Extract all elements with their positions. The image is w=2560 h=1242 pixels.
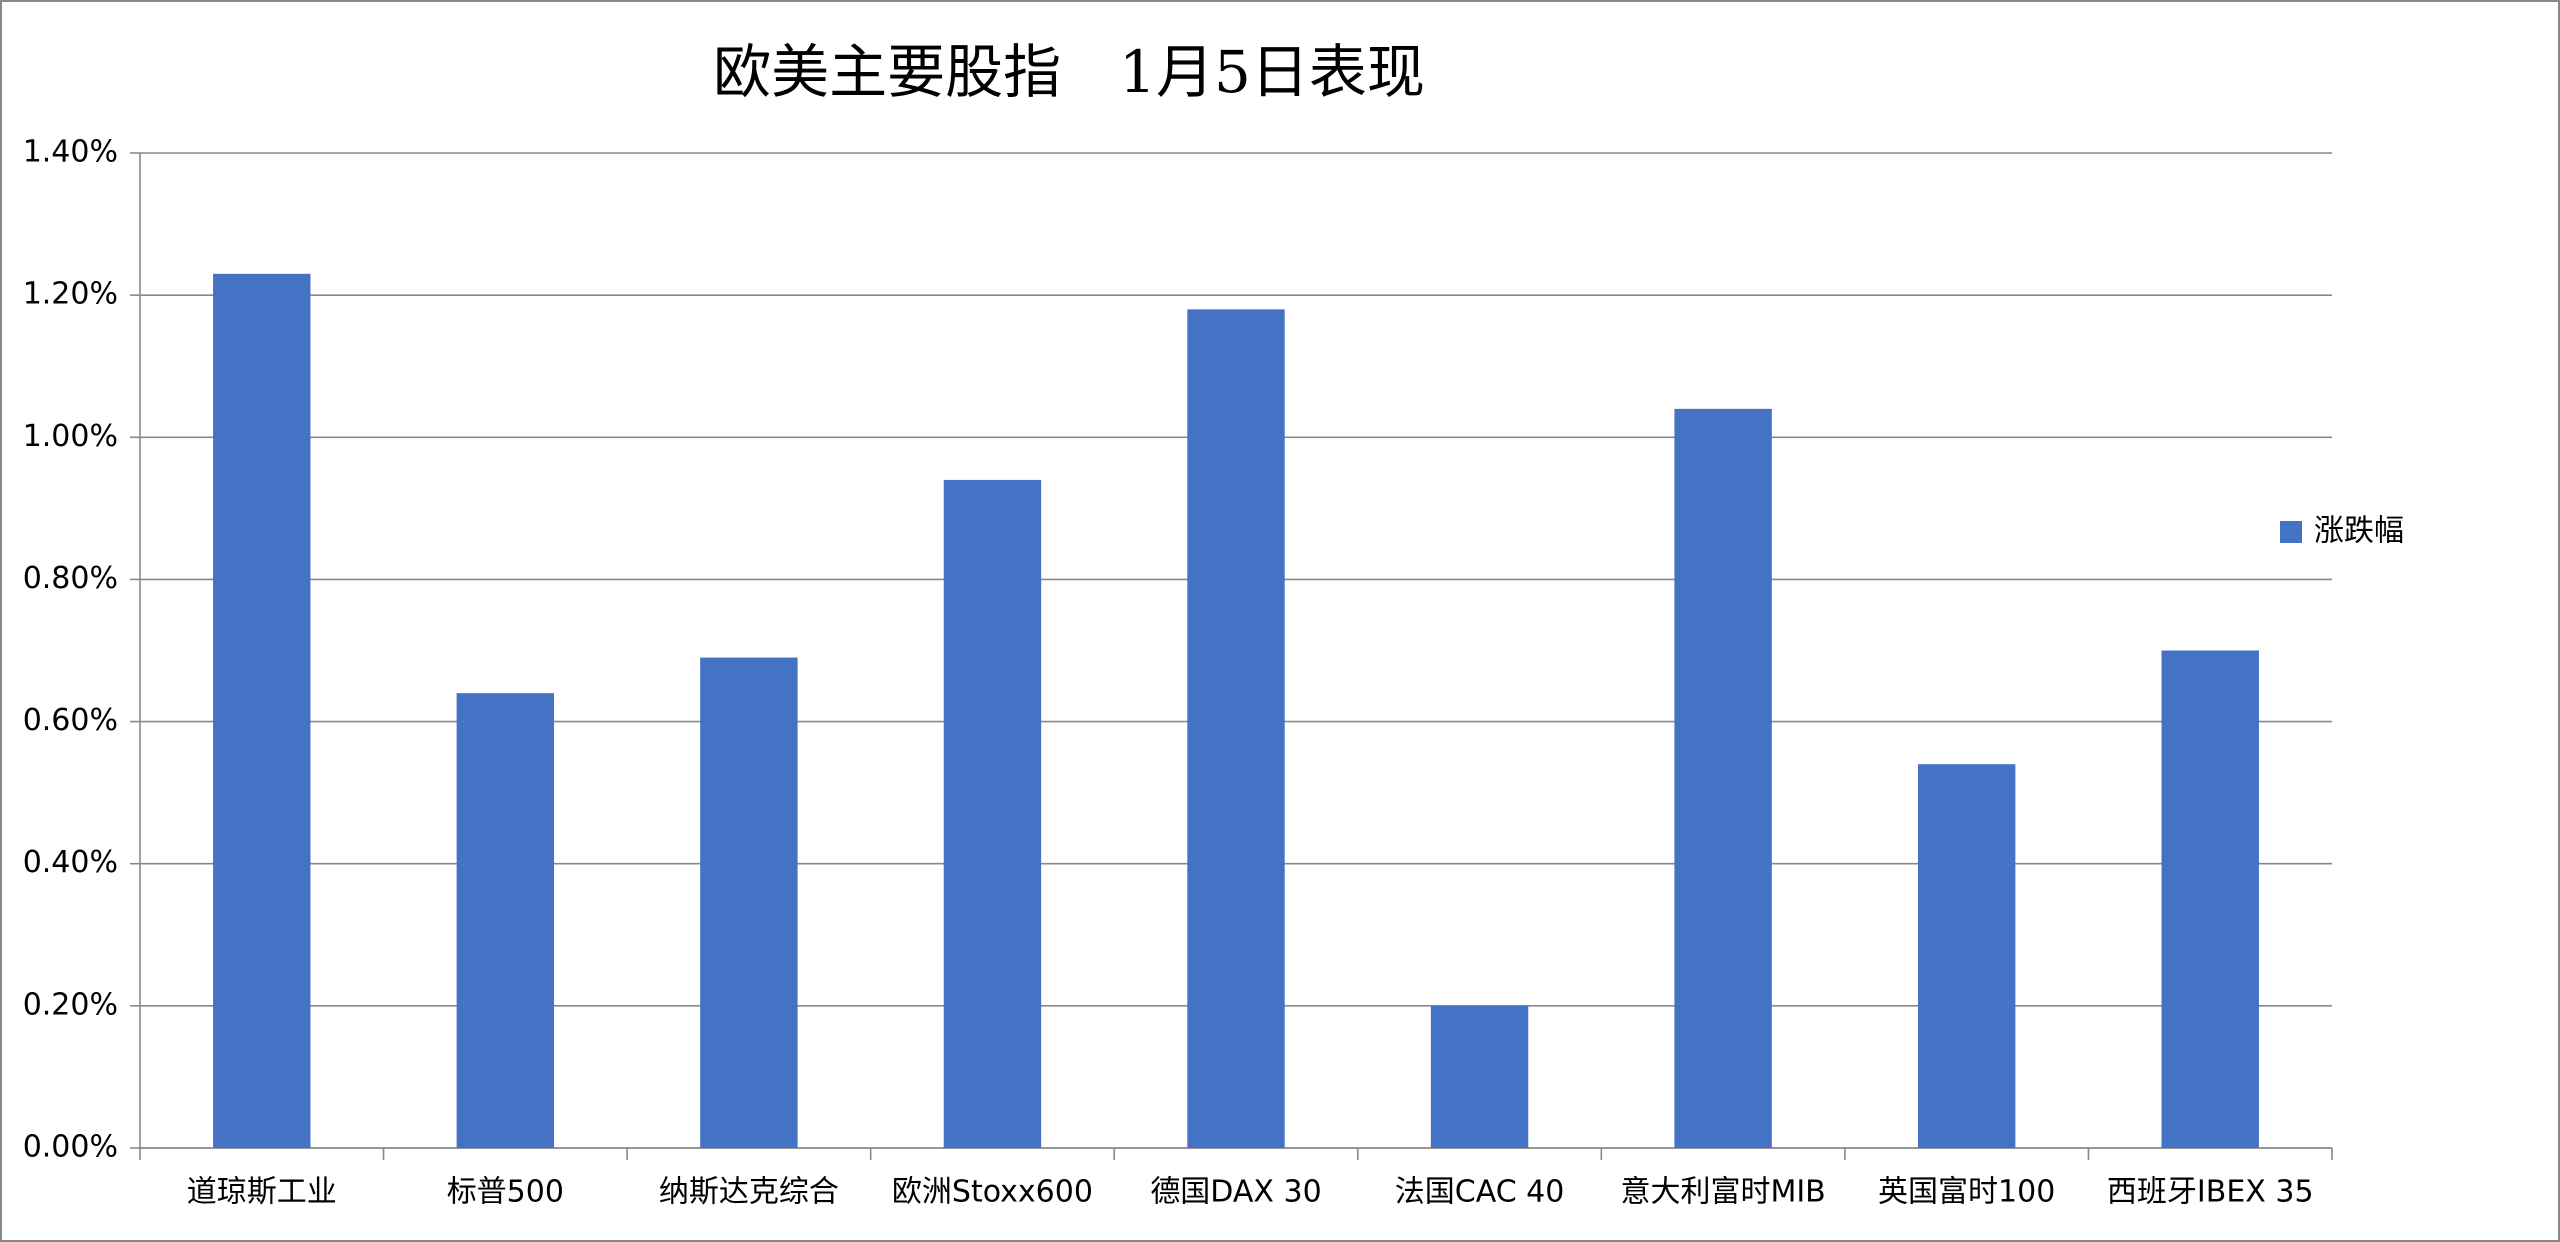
x-tick-label: 欧洲Stoxx600: [892, 1175, 1093, 1210]
y-tick-label: 1.40%: [23, 135, 118, 170]
chart-title: 欧美主要股指 1月5日表现: [713, 38, 1425, 106]
bar: [1430, 1005, 1529, 1148]
y-tick-label: 1.00%: [23, 419, 118, 454]
x-tick-label: 标普500: [447, 1175, 564, 1210]
x-tick-label: 纳斯达克综合: [659, 1175, 839, 1210]
y-tick-label: 0.00%: [23, 1130, 118, 1165]
y-tick-label: 0.60%: [23, 703, 118, 738]
bar: [2161, 650, 2259, 1148]
bar: [1917, 764, 2016, 1148]
bar: [1674, 408, 1772, 1148]
bar: [943, 479, 1042, 1148]
x-tick-label: 意大利富时MIB: [1620, 1175, 1825, 1210]
y-tick-label: 0.40%: [23, 845, 118, 880]
x-tick-label: 西班牙IBEX 35: [2107, 1175, 2314, 1210]
legend-swatch: [2280, 521, 2302, 543]
y-tick-label: 0.80%: [23, 561, 118, 596]
bar: [1187, 309, 1285, 1148]
bar: [456, 693, 555, 1148]
x-tick-label: 德国DAX 30: [1150, 1175, 1321, 1210]
bar: [700, 657, 798, 1148]
x-tick-label: 英国富时100: [1878, 1175, 2055, 1210]
bar: [213, 273, 311, 1149]
x-tick-label: 道琼斯工业: [187, 1175, 337, 1210]
legend-label: 涨跌幅: [2314, 514, 2404, 549]
y-tick-label: 1.20%: [23, 277, 118, 312]
x-tick-label: 法国CAC 40: [1395, 1175, 1565, 1210]
y-tick-label: 0.20%: [23, 987, 118, 1022]
